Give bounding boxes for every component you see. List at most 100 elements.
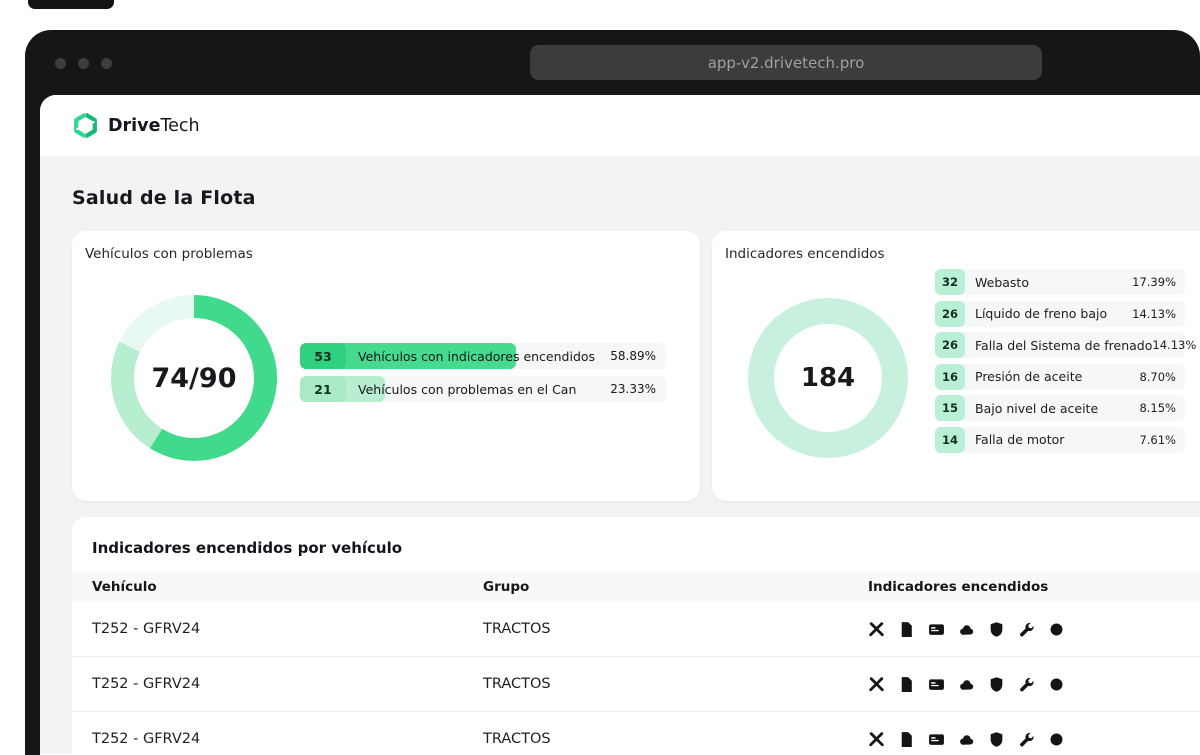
indicator-count-badge: 26 [935, 332, 965, 358]
page-content: Salud de la Flota Vehículos con problema… [40, 157, 1200, 755]
legend-label: Vehículos con indicadores encendidos [358, 348, 596, 364]
drivetech-logo[interactable] [72, 112, 99, 139]
legend-count: 21 [314, 381, 332, 397]
document-icon [901, 731, 912, 747]
id-card-icon [929, 678, 944, 690]
drivetech-logo-icon [74, 112, 97, 139]
summary-cards: Vehículos con problemas 74/90 53 Vehícul… [72, 231, 1200, 501]
id-card-icon [929, 733, 944, 745]
group-cell: TRACTOS [483, 731, 551, 747]
vehicles-problems-card: Vehículos con problemas 74/90 53 Vehícul… [72, 231, 700, 501]
indicator-count-badge: 15 [935, 395, 965, 421]
vehicles-problems-donut-chart: 74/90 [111, 295, 277, 461]
table-header: Vehículo Grupo Indicadores encendidos [72, 572, 1200, 602]
indicator-label: Bajo nivel de aceite [975, 400, 1099, 416]
indicator-count-badge: 16 [935, 363, 965, 390]
document-icon [901, 621, 912, 637]
indicator-icons [868, 676, 1200, 693]
indicator-label: Webasto [975, 274, 1029, 290]
table-row[interactable]: T252 - GFRV24 TRACTOS [72, 657, 1200, 712]
address-bar-url: app-v2.drivetech.pro [707, 53, 865, 72]
indicator-count-badge: 14 [935, 426, 965, 453]
indicator-label: Falla del Sistema de frenado [975, 337, 1153, 353]
app-header: DriveTech [40, 95, 1200, 157]
legend-item: 53 Vehículos con indicadores encendidos … [300, 343, 666, 369]
indicators-list: 32 Webasto 17.39% 26 Líquido de freno ba… [935, 269, 1196, 453]
column-header-group: Grupo [483, 579, 530, 595]
column-header-indicators: Indicadores encendidos [868, 579, 1049, 595]
indicator-item: 15 Bajo nivel de aceite 8.15% [935, 395, 1185, 421]
indicator-label: Falla de motor [975, 432, 1065, 447]
indicators-card-title: Indicadores encendidos [725, 246, 885, 262]
vehicle-indicators-table-card: Indicadores encendidos por vehículo Vehí… [72, 517, 1200, 755]
circle-icon [1050, 678, 1063, 690]
indicators-card: Indicadores encendidos 184 32 Webasto 17… [712, 231, 1200, 501]
cloud-icon [960, 679, 974, 690]
indicators-donut-chart: 184 [748, 298, 908, 458]
app-viewport: DriveTech Salud de la Flota Vehículos co… [40, 95, 1200, 755]
indicator-count-badge: 26 [935, 300, 965, 327]
group-cell: TRACTOS [483, 621, 551, 637]
indicator-count-badge: 32 [935, 269, 965, 295]
group-cell: TRACTOS [483, 676, 551, 692]
window-maximize-button[interactable] [101, 58, 112, 69]
legend-percent: 23.33% [610, 382, 656, 396]
indicator-icons [868, 621, 1200, 638]
page-title: Salud de la Flota [72, 187, 256, 209]
vehicle-cell: T252 - GFRV24 [92, 621, 201, 637]
brand-name-light: Tech [160, 115, 200, 136]
indicator-percent: 8.15% [1139, 401, 1176, 415]
wrench-icon [1020, 677, 1034, 691]
shield-icon [990, 731, 1003, 747]
legend-label: Vehículos con problemas en el Can [358, 381, 577, 397]
background-window-edge [28, 0, 114, 9]
table-row[interactable]: T252 - GFRV24 TRACTOS [72, 602, 1200, 657]
legend-count-badge [300, 376, 346, 402]
browser-window: app-v2.drivetech.pro DriveTech Salud de … [25, 30, 1200, 755]
tools-icon [869, 731, 884, 746]
tools-icon [869, 676, 884, 691]
indicator-item: 14 Falla de motor 7.61% [935, 426, 1185, 453]
indicator-item: 26 Líquido de freno bajo 14.13% [935, 300, 1185, 327]
indicator-label: Líquido de freno bajo [975, 306, 1108, 321]
indicator-item: 26 Falla del Sistema de frenado 14.13% [935, 332, 1196, 358]
document-icon [901, 676, 912, 692]
circle-icon [1050, 623, 1063, 635]
cloud-icon [960, 624, 974, 635]
circle-icon [1050, 733, 1063, 745]
id-card-icon [929, 623, 944, 635]
wrench-icon [1020, 732, 1034, 746]
address-bar[interactable]: app-v2.drivetech.pro [530, 45, 1042, 80]
table-row[interactable]: T252 - GFRV24 TRACTOS [72, 712, 1200, 755]
indicator-percent: 7.61% [1139, 432, 1176, 447]
window-close-button[interactable] [55, 58, 66, 69]
shield-icon [990, 621, 1003, 637]
brand-name-bold: Drive [108, 115, 161, 136]
vehicle-cell: T252 - GFRV24 [92, 731, 201, 747]
vehicle-indicators-table-title: Indicadores encendidos por vehículo [92, 539, 403, 557]
indicator-percent: 14.13% [1132, 306, 1176, 321]
shield-icon [990, 676, 1003, 692]
window-controls [55, 58, 112, 69]
cloud-icon [960, 734, 974, 745]
column-header-vehicle: Vehículo [92, 579, 157, 595]
vehicles-problems-donut-center: 74/90 [134, 318, 254, 438]
indicator-label: Presión de aceite [975, 369, 1083, 384]
window-minimize-button[interactable] [78, 58, 89, 69]
legend-item: 21 Vehículos con problemas en el Can 23.… [300, 376, 666, 402]
vehicle-cell: T252 - GFRV24 [92, 676, 201, 692]
indicators-donut-center: 184 [774, 324, 882, 432]
indicator-item: 32 Webasto 17.39% [935, 269, 1185, 295]
legend-percent: 58.89% [610, 349, 656, 363]
browser-chrome: app-v2.drivetech.pro [25, 30, 1200, 95]
tools-icon [869, 621, 884, 636]
legend-count-badge [300, 343, 346, 369]
wrench-icon [1020, 622, 1034, 636]
vehicles-problems-legend: 53 Vehículos con indicadores encendidos … [300, 343, 666, 402]
vehicles-problems-card-title: Vehículos con problemas [85, 246, 253, 262]
legend-count: 53 [314, 348, 332, 364]
indicator-percent: 17.39% [1132, 275, 1176, 289]
indicator-percent: 8.70% [1139, 369, 1176, 384]
indicator-percent: 14.13% [1152, 338, 1197, 352]
brand-name: DriveTech [108, 116, 200, 136]
